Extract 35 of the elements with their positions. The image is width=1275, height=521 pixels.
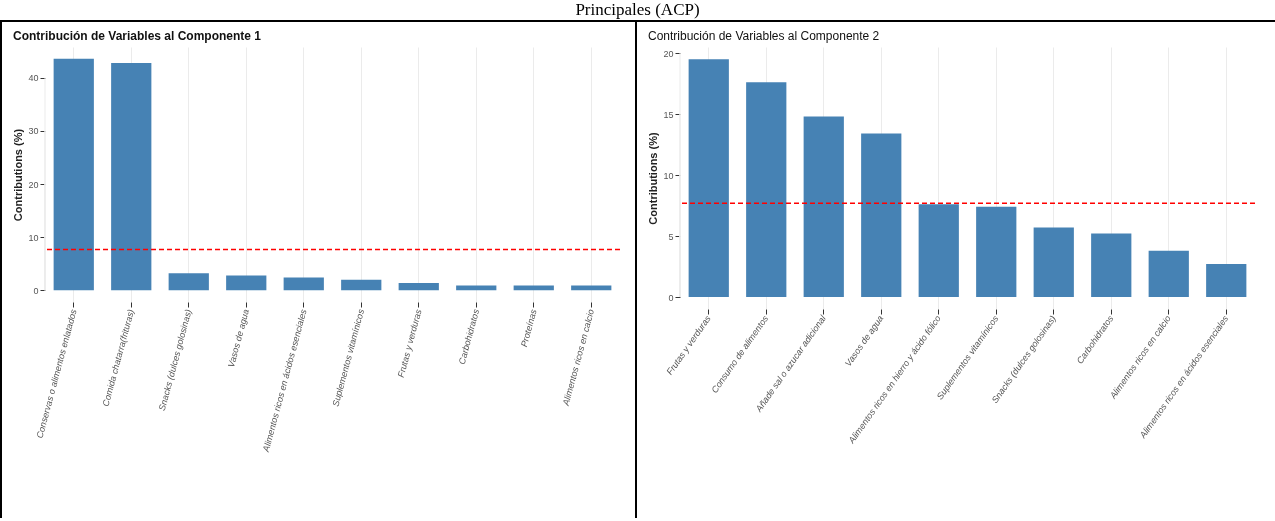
bar xyxy=(226,275,267,291)
y-axis-title: Contributions (%) xyxy=(12,128,25,222)
x-tick-label: Proteínas xyxy=(518,307,539,349)
bar xyxy=(283,277,324,291)
bar xyxy=(168,273,209,291)
y-tick-label: 40 xyxy=(28,73,39,84)
bar xyxy=(861,133,902,298)
y-tick-label: 15 xyxy=(663,109,674,120)
bar xyxy=(111,62,152,291)
bar xyxy=(1091,233,1132,298)
x-tick-label: Vasos de agua xyxy=(225,308,252,369)
bar xyxy=(53,58,94,291)
y-tick-label: 30 xyxy=(28,126,39,137)
y-tick-label: 20 xyxy=(663,48,674,59)
chart-title: Contribución de Variables al Componente 2 xyxy=(647,29,880,43)
y-tick-label: 5 xyxy=(668,231,674,242)
y-tick-label: 10 xyxy=(663,170,674,181)
bar xyxy=(688,59,729,298)
bar xyxy=(341,279,382,291)
chart-title: Contribución de Variables al Componente 1 xyxy=(12,29,262,43)
y-tick-label: 10 xyxy=(28,232,39,243)
bar xyxy=(1033,227,1074,298)
bar xyxy=(918,204,959,298)
bar xyxy=(1148,250,1189,298)
bar xyxy=(746,82,787,298)
y-tick-label: 0 xyxy=(668,292,674,303)
bar xyxy=(803,116,844,298)
text: Principales (ACP) xyxy=(574,0,701,20)
y-tick-label: 20 xyxy=(28,179,39,190)
y-tick-label: 0 xyxy=(33,285,39,296)
x-tick-label: Frutas y verduras xyxy=(395,307,424,379)
y-axis-title: Contributions (%) xyxy=(647,132,660,225)
bar xyxy=(976,206,1017,298)
bar xyxy=(1206,264,1247,298)
bar xyxy=(398,282,439,291)
